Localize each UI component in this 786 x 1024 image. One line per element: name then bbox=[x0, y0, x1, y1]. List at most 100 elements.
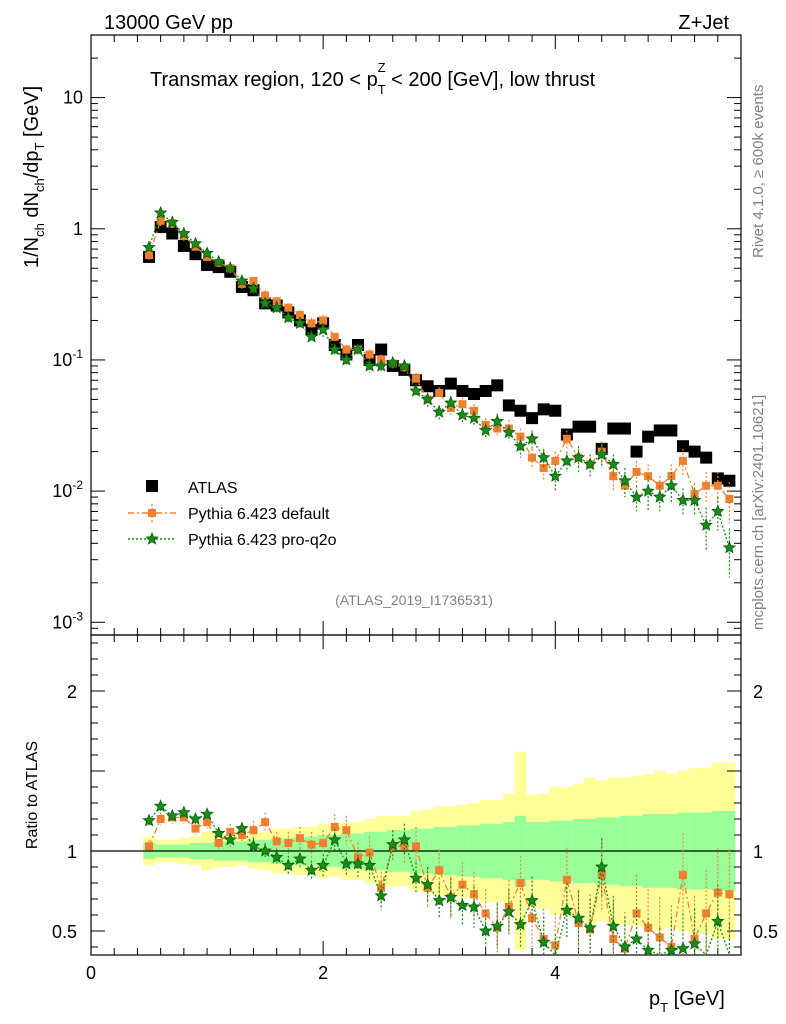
ratio-proq2o-point bbox=[478, 923, 493, 937]
ratio-default-point bbox=[458, 880, 467, 889]
ratio-proq2o-point bbox=[513, 917, 528, 931]
ratio-default-point bbox=[226, 827, 235, 836]
ratio-proq2o-point bbox=[316, 858, 330, 872]
ratio-proq2o-point bbox=[618, 939, 632, 953]
atlas-point bbox=[630, 445, 643, 458]
default-point bbox=[446, 404, 455, 413]
default-point bbox=[342, 345, 351, 354]
atlas-point bbox=[468, 387, 481, 400]
atlas-point bbox=[491, 379, 504, 392]
ratio-proq2o-line bbox=[148, 805, 731, 957]
atlas-point bbox=[456, 384, 469, 397]
main-ytick-label: 10 bbox=[63, 88, 83, 108]
proq2o-point bbox=[246, 281, 261, 295]
atlas-point bbox=[479, 384, 492, 397]
ratio-proq2o-point bbox=[664, 943, 679, 956]
default-point bbox=[632, 467, 641, 476]
proq2o-point bbox=[270, 300, 284, 314]
ratio-proq2o-point bbox=[258, 843, 272, 857]
atlas-point bbox=[607, 422, 620, 435]
main-ytick-label-exp: -1 bbox=[72, 347, 83, 361]
default-point bbox=[330, 332, 339, 341]
ratio-proq2o-point bbox=[467, 899, 481, 913]
ratio-proq2o-point bbox=[444, 890, 458, 904]
ratio-proq2o-point bbox=[595, 859, 609, 873]
ratio-default-point bbox=[330, 823, 339, 831]
ratio-proq2o-point bbox=[525, 893, 539, 907]
ratio-proq2o-point bbox=[142, 813, 156, 827]
ratio-proq2o-point bbox=[362, 858, 377, 872]
atlas-point bbox=[653, 424, 666, 437]
atlas-point bbox=[189, 248, 202, 261]
atlas-point bbox=[201, 258, 214, 271]
main-ytick-label: 10-2 bbox=[52, 478, 83, 501]
proq2o-point bbox=[200, 246, 214, 260]
ratio-xtick-label: 0 bbox=[86, 963, 96, 983]
legend-atlas-label: ATLAS bbox=[188, 480, 238, 497]
legend-proq2o-label: Pythia 6.423 pro-q2o bbox=[188, 532, 337, 549]
ratio-default-point bbox=[516, 879, 525, 887]
ratio-default-point bbox=[145, 842, 154, 851]
atlas-point bbox=[421, 380, 434, 393]
legend: ATLAS Pythia 6.423 default Pythia 6.423 … bbox=[128, 480, 337, 549]
ratio-default-point bbox=[284, 839, 293, 847]
proq2o-point bbox=[420, 392, 435, 406]
ratio-proq2o-point bbox=[397, 832, 412, 846]
proq2o-point bbox=[165, 215, 180, 229]
ratio-default-point bbox=[481, 909, 490, 918]
ratio-proq2o-point bbox=[502, 904, 516, 918]
default-point bbox=[156, 216, 165, 225]
default-point bbox=[295, 311, 304, 320]
ratio-panel: 0 2 4 0.5 0.5 1 1 2 2 bbox=[52, 634, 778, 983]
proq2o-point bbox=[153, 205, 168, 219]
proq2o-point bbox=[409, 383, 423, 397]
ratio-default-point bbox=[412, 842, 420, 851]
proq2o-point bbox=[142, 240, 156, 254]
proq2o-point bbox=[374, 358, 388, 372]
proq2o-point bbox=[258, 296, 272, 310]
ratio-default-point bbox=[435, 866, 444, 875]
legend-atlas-marker bbox=[146, 480, 158, 492]
ratio-proq2o-point bbox=[583, 920, 597, 934]
proq2o-point bbox=[618, 473, 632, 487]
ratio-default-point bbox=[261, 818, 270, 827]
ratio-default-point bbox=[342, 826, 351, 835]
default-point bbox=[145, 251, 154, 260]
default-point bbox=[412, 374, 420, 383]
xlabel-pre: p bbox=[649, 988, 660, 1010]
proq2o-point bbox=[722, 540, 737, 554]
ratio-default-point bbox=[319, 839, 328, 847]
ratio-ytick-label-right: 2 bbox=[753, 682, 763, 702]
atlas-point bbox=[166, 227, 179, 240]
default-point bbox=[562, 434, 571, 443]
ratio-default-point bbox=[295, 834, 304, 843]
ratio-default-point bbox=[678, 871, 687, 879]
ratio-proq2o-point bbox=[200, 807, 214, 820]
ratio-default-point bbox=[400, 842, 409, 851]
chart-title-pre: Transmax region, 120 < p bbox=[150, 69, 378, 91]
proq2o-point bbox=[560, 453, 574, 467]
main-ytick-label: 1 bbox=[73, 219, 83, 239]
proq2o-point bbox=[676, 493, 690, 507]
atlas-point bbox=[688, 445, 701, 458]
proq2o-point bbox=[641, 484, 655, 497]
proq2o-point bbox=[583, 457, 597, 471]
main-panel: 10 1 10-1 10-2 10-3 bbox=[52, 34, 742, 636]
ratio-default-point bbox=[214, 839, 223, 847]
proq2o-point bbox=[537, 450, 551, 464]
default-point bbox=[249, 276, 258, 285]
proq2o-point bbox=[177, 226, 191, 240]
default-point bbox=[307, 319, 316, 328]
ratio-xtick-label: 4 bbox=[550, 963, 560, 983]
atlas-point bbox=[584, 420, 597, 433]
ratio-ylabel: Ratio to ATLAS bbox=[24, 741, 41, 849]
proq2o-point bbox=[444, 395, 458, 409]
atlas-point bbox=[676, 440, 689, 453]
legend-proq2o-marker bbox=[145, 531, 159, 545]
proq2o-point bbox=[351, 342, 365, 356]
atlas-point bbox=[618, 422, 631, 435]
proq2o-point bbox=[316, 322, 330, 336]
atlas-point bbox=[700, 451, 713, 464]
proq2o-point bbox=[629, 490, 644, 503]
